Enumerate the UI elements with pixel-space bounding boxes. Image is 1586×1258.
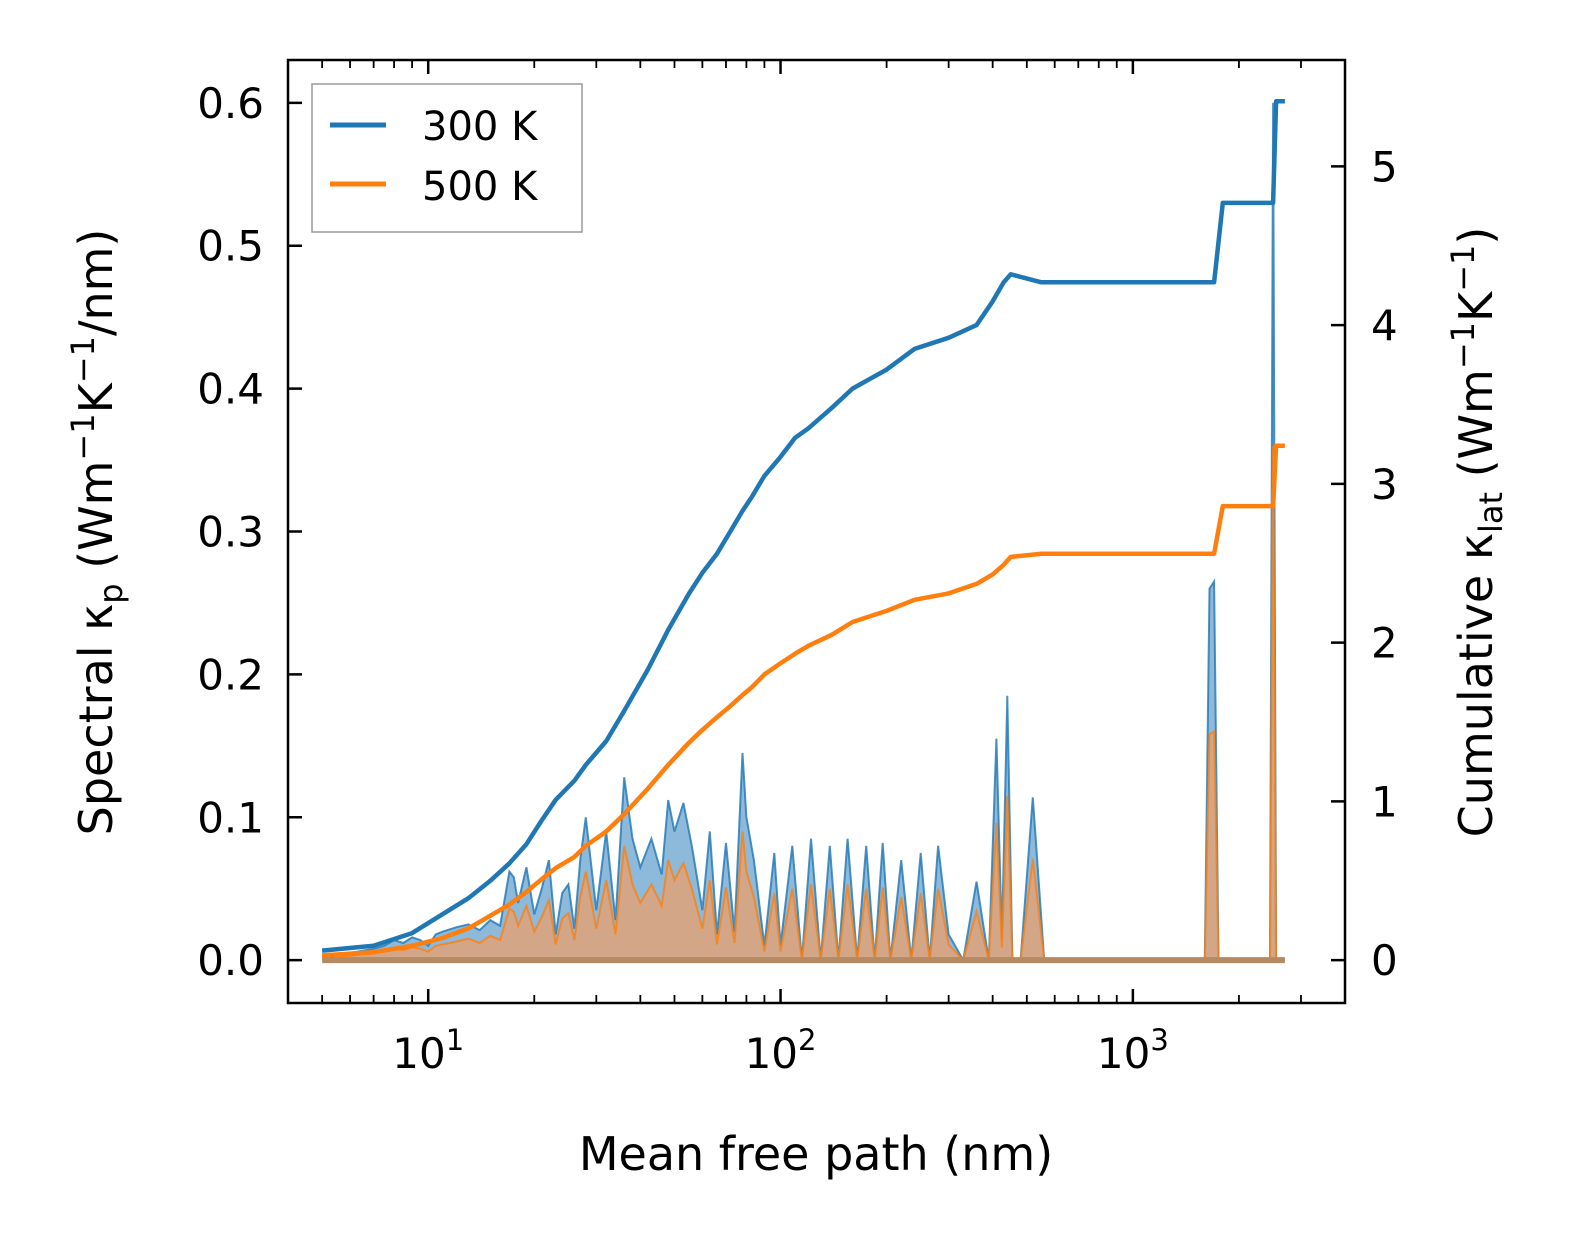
legend-box <box>311 83 583 233</box>
legend-label-500k: 500 K <box>422 164 539 210</box>
y-right-tick-label-4: 4 <box>1371 301 1398 350</box>
cumulative-line-500k <box>321 443 1285 958</box>
spectral-area-500k <box>322 445 1285 961</box>
x-tick-label-1: 102 <box>745 1023 817 1078</box>
y-left-tick-label-3: 0.3 <box>197 508 264 557</box>
tick-layer <box>287 60 1346 1003</box>
y-left-tick-label-5: 0.5 <box>197 222 264 271</box>
cumulative-line-layer <box>321 99 1285 958</box>
cumulative-line-300k <box>321 99 1285 953</box>
x-tick-label-2: 103 <box>1097 1023 1169 1078</box>
y-left-tick-label-1: 0.1 <box>197 793 264 842</box>
y-left-tick-label-6: 0.6 <box>197 79 264 128</box>
y-left-axis-label: Spectral κp (Wm−1K−1/nm) <box>64 229 130 836</box>
y-right-tick-label-0: 0 <box>1371 936 1398 985</box>
y-right-tick-label-5: 5 <box>1371 142 1398 191</box>
x-axis-label: Mean free path (nm) <box>579 1127 1053 1181</box>
y-left-tick-label-4: 0.4 <box>197 365 264 414</box>
y-right-tick-label-3: 3 <box>1371 460 1398 509</box>
legend-label-300k: 300 K <box>422 104 539 150</box>
y-left-tick-label-2: 0.2 <box>197 650 264 699</box>
x-tick-label-0: 101 <box>392 1023 464 1078</box>
spectral-edge-500k <box>322 445 1285 963</box>
legend: 300 K 500 K <box>311 83 583 233</box>
y-right-tick-label-2: 2 <box>1371 619 1398 668</box>
y-right-tick-label-1: 1 <box>1371 777 1398 826</box>
y-left-tick-label-0: 0.0 <box>197 936 264 985</box>
y-right-axis-label: Cumulative κlat (Wm−1K−1) <box>1444 227 1510 838</box>
